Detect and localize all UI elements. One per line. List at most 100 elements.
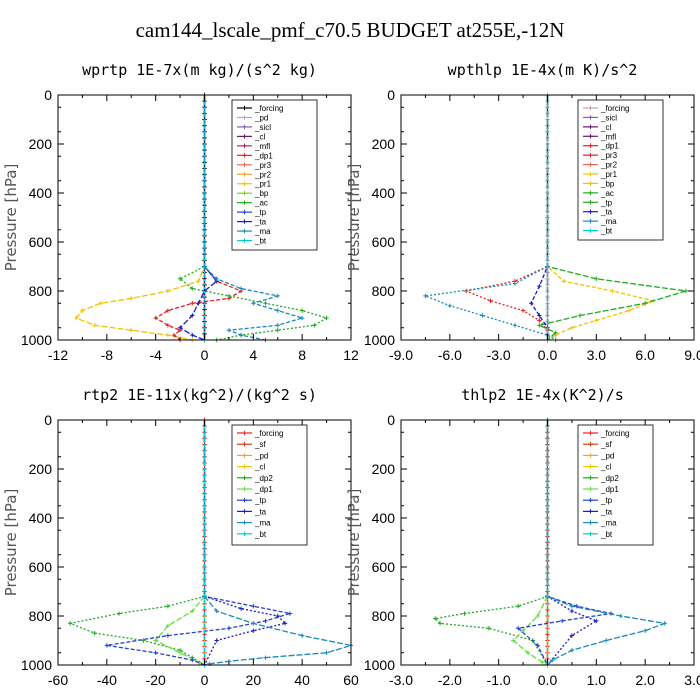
data-point — [238, 286, 244, 291]
legend-entry: _cl — [600, 463, 611, 472]
data-point — [251, 604, 256, 609]
data-point — [251, 301, 256, 306]
data-point — [540, 660, 545, 665]
legend-entry: _forcing — [600, 104, 629, 113]
data-point — [196, 301, 201, 306]
data-point — [238, 332, 244, 338]
legend-marker — [588, 531, 593, 536]
legend-entry: _cl — [254, 132, 265, 141]
legend-marker — [242, 453, 247, 458]
data-point — [238, 606, 244, 611]
data-point — [275, 308, 280, 313]
legend-marker — [588, 190, 593, 196]
legend-marker — [588, 134, 593, 139]
data-point — [116, 611, 122, 616]
data-point — [447, 303, 453, 308]
legend: _forcing_sicl_cl_mfl_dp1_pr3_pr2_pr1_bp_… — [577, 99, 664, 241]
x-tick-label: -3.0 — [389, 672, 413, 688]
legend-marker — [588, 200, 593, 205]
y-axis-label: Pressure [hPa] — [345, 489, 363, 597]
data-point — [462, 611, 467, 616]
legend-marker — [242, 115, 247, 120]
x-tick-label: -8 — [101, 347, 114, 363]
legend-entry: _ma — [600, 519, 617, 528]
legend-marker — [588, 442, 593, 447]
legend-marker — [242, 509, 247, 514]
legend-marker — [588, 430, 593, 436]
data-point — [423, 293, 428, 299]
data-point — [537, 318, 542, 323]
y-tick-label: 0 — [44, 412, 52, 428]
data-point — [165, 323, 171, 328]
legend-entry: _bt — [600, 227, 613, 236]
data-point — [516, 604, 521, 609]
x-tick-label: 8 — [298, 347, 306, 363]
legend-entry: _bp — [254, 189, 269, 198]
legend-marker — [588, 486, 593, 492]
y-tick-label: 600 — [29, 234, 53, 250]
series-line-ta — [530, 95, 549, 340]
legend-marker — [242, 498, 247, 503]
series-line-dp1 — [154, 420, 206, 666]
x-tick-label: 0 — [201, 347, 209, 363]
data-point — [190, 608, 195, 614]
data-point — [683, 288, 689, 294]
data-point — [165, 633, 171, 638]
data-point — [569, 633, 575, 638]
data-point — [520, 308, 526, 313]
series-line-pr1 — [546, 95, 656, 341]
panel-title: rtp2 1E-11x(kg^2)/(kg^2 s) — [82, 386, 317, 404]
x-tick-label: -9.0 — [389, 347, 413, 363]
data-point — [165, 604, 171, 609]
data-point — [165, 623, 171, 628]
legend-marker — [242, 162, 247, 167]
data-point — [594, 618, 599, 624]
data-point — [165, 288, 171, 294]
legend-entry: _forcing — [600, 429, 629, 438]
legend-marker — [588, 105, 593, 111]
data-point — [165, 308, 171, 313]
legend-marker — [242, 531, 247, 536]
data-point — [129, 296, 134, 301]
legend-entry: _ma — [254, 227, 271, 236]
data-point — [226, 293, 232, 299]
data-point — [512, 323, 518, 328]
data-point — [190, 657, 195, 663]
y-tick-label: 200 — [29, 136, 53, 152]
legend-entry: _tp — [600, 496, 613, 505]
legend-marker — [588, 115, 593, 120]
main-title: cam144_lscale_pmf_c70.5 BUDGET at255E,-1… — [135, 18, 565, 42]
series-line-pr1 — [75, 95, 206, 341]
legend-entry: _ta — [254, 218, 267, 227]
y-tick-label: 600 — [372, 234, 396, 250]
legend-marker — [588, 498, 593, 503]
data-point — [516, 626, 521, 631]
legend-marker — [242, 209, 247, 215]
legend-entry: _sicl — [254, 123, 271, 132]
legend-marker — [588, 152, 593, 158]
legend-entry: _sf — [600, 440, 612, 449]
series-line-ma — [422, 95, 556, 341]
data-point — [569, 604, 575, 609]
legend-entry: _pr3 — [254, 161, 272, 170]
x-tick-label: 9.0 — [684, 347, 700, 363]
data-point — [463, 288, 469, 294]
legend-entry: _forcing — [254, 104, 283, 113]
data-point — [432, 616, 438, 621]
legend-entry: _pd — [254, 451, 268, 460]
series-line-ma — [203, 420, 352, 666]
data-point — [480, 313, 485, 318]
legend-entry: _tp — [254, 208, 267, 217]
legend-box — [231, 99, 318, 251]
x-tick-label: -3.0 — [487, 347, 511, 363]
legend-marker — [242, 143, 247, 149]
legend-marker — [242, 475, 247, 480]
x-tick-label: 20 — [246, 672, 262, 688]
legend-marker — [242, 153, 247, 158]
panel-title: thlp2 1E-4x(K^2)/s — [461, 386, 624, 404]
series-line-ma — [546, 420, 668, 666]
data-point — [190, 301, 195, 306]
data-point — [177, 276, 183, 281]
x-tick-label: -1.0 — [487, 672, 511, 688]
